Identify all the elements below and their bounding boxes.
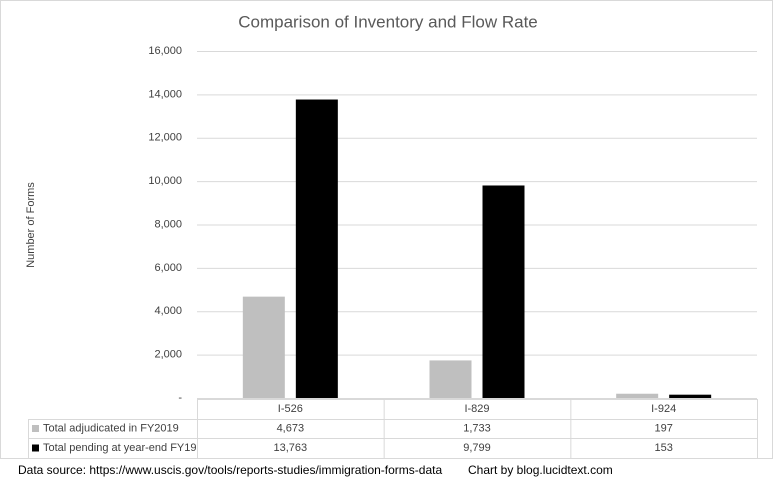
source-note: Data source: https://www.uscis.gov/tools… [18, 463, 442, 477]
y-tick-label: 4,000 [154, 305, 182, 317]
y-tick-label: - [178, 392, 182, 404]
y-axis-title: Number of Forms [25, 182, 37, 268]
y-tick-label: 8,000 [154, 218, 182, 230]
y-tick-label: 10,000 [148, 175, 182, 187]
legend-swatch [32, 425, 39, 432]
y-tick-label: 16,000 [148, 45, 182, 57]
bar [616, 393, 659, 398]
bar [295, 99, 338, 398]
table-value: 197 [654, 422, 672, 434]
y-tick-label: 14,000 [148, 88, 182, 100]
legend-swatch [32, 444, 39, 452]
bar [242, 296, 285, 398]
chart-title: Comparison of Inventory and Flow Rate [238, 12, 538, 31]
bar [482, 185, 525, 398]
table-value: 13,763 [274, 442, 308, 454]
legend-label: Total pending at year-end FY19 [43, 442, 197, 454]
table-value: 4,673 [277, 422, 305, 434]
x-tick-label: I-924 [651, 403, 676, 415]
legend-label: Total adjudicated in FY2019 [43, 422, 179, 434]
bar [429, 360, 472, 398]
table-value: 153 [654, 442, 672, 454]
x-tick-label: I-526 [278, 403, 303, 415]
chart-border [0, 0, 773, 459]
x-tick-label: I-829 [464, 403, 489, 415]
y-tick-label: 12,000 [148, 132, 182, 144]
credit-note: Chart by blog.lucidtext.com [468, 463, 613, 477]
y-tick-label: 2,000 [154, 349, 182, 361]
table-value: 1,733 [463, 422, 491, 434]
y-tick-label: 6,000 [154, 262, 182, 274]
table-value: 9,799 [463, 442, 491, 454]
bar [669, 394, 712, 398]
